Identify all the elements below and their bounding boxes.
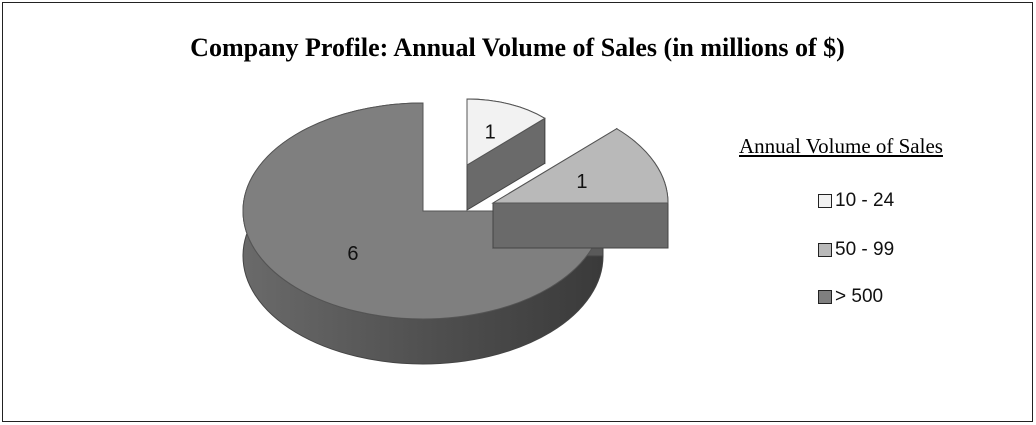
data-label: 6 xyxy=(347,243,358,265)
legend-item-50-99: 50 - 99 xyxy=(818,239,894,261)
legend-swatch-10-24 xyxy=(818,194,832,208)
legend-swatch-over-500 xyxy=(818,290,832,304)
data-label: 1 xyxy=(485,121,496,143)
data-label: 1 xyxy=(576,171,587,193)
legend-item-over-500: > 500 xyxy=(818,286,883,308)
pie-slice-10-24 xyxy=(466,98,546,166)
pie-slices xyxy=(242,98,669,365)
pie-slice-50-99 xyxy=(491,128,669,204)
legend-title: Annual Volume of Sales xyxy=(739,134,943,158)
legend-label-50-99: 50 - 99 xyxy=(835,239,895,260)
pie-slice--500 xyxy=(242,102,604,320)
legend-swatch-50-99 xyxy=(818,243,832,257)
legend-label-10-24: 10 - 24 xyxy=(835,190,895,211)
pie-data-labels: 6 1 1 xyxy=(347,121,587,265)
legend-item-10-24: 10 - 24 xyxy=(818,190,894,212)
pie-slice-face xyxy=(492,202,669,249)
legend-label-over-500: > 500 xyxy=(835,286,884,307)
pie-chart: 6 1 1 xyxy=(242,98,669,365)
chart-title: Company Profile: Annual Volume of Sales … xyxy=(190,33,845,62)
